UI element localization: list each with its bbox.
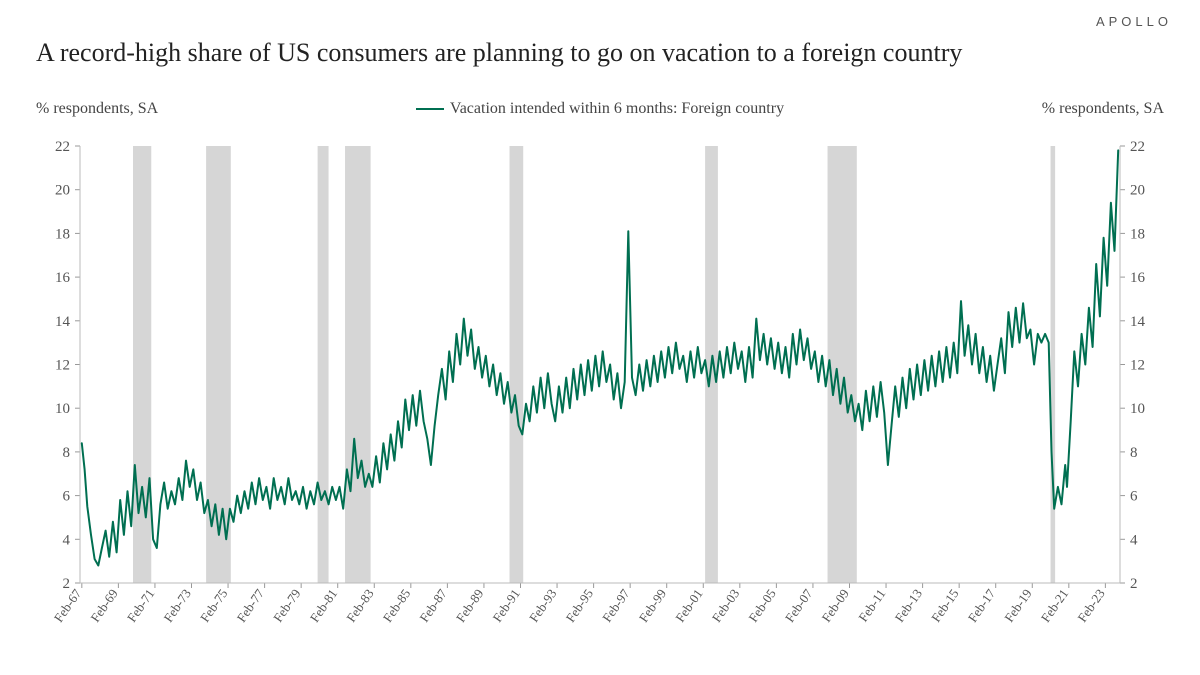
svg-text:12: 12: [55, 358, 70, 374]
svg-text:22: 22: [1130, 139, 1145, 155]
svg-text:8: 8: [63, 445, 71, 461]
svg-text:14: 14: [1130, 314, 1146, 330]
svg-text:18: 18: [1130, 226, 1145, 242]
svg-text:16: 16: [1130, 270, 1146, 286]
chart-page: APOLLO A record-high share of US consume…: [0, 0, 1200, 675]
svg-text:12: 12: [1130, 358, 1145, 374]
svg-text:6: 6: [63, 489, 71, 505]
line-chart-svg: 224466881010121214141616181820202222Feb-…: [36, 130, 1164, 655]
svg-text:10: 10: [1130, 401, 1145, 417]
chart-legend: Vacation intended within 6 months: Forei…: [0, 100, 1200, 118]
svg-text:2: 2: [1130, 576, 1138, 592]
brand-logo: APOLLO: [1096, 14, 1172, 29]
legend-label: Vacation intended within 6 months: Forei…: [450, 100, 784, 117]
svg-text:18: 18: [55, 226, 70, 242]
svg-text:4: 4: [1130, 532, 1138, 548]
svg-text:8: 8: [1130, 445, 1138, 461]
chart-title: A record-high share of US consumers are …: [36, 38, 1164, 68]
svg-text:4: 4: [63, 532, 71, 548]
legend-swatch: [416, 108, 444, 110]
svg-text:22: 22: [55, 139, 70, 155]
svg-text:10: 10: [55, 401, 70, 417]
svg-text:20: 20: [55, 183, 70, 199]
chart-area: 224466881010121214141616181820202222Feb-…: [36, 130, 1164, 655]
svg-text:16: 16: [55, 270, 71, 286]
svg-text:14: 14: [55, 314, 71, 330]
svg-text:20: 20: [1130, 183, 1145, 199]
svg-text:6: 6: [1130, 489, 1138, 505]
